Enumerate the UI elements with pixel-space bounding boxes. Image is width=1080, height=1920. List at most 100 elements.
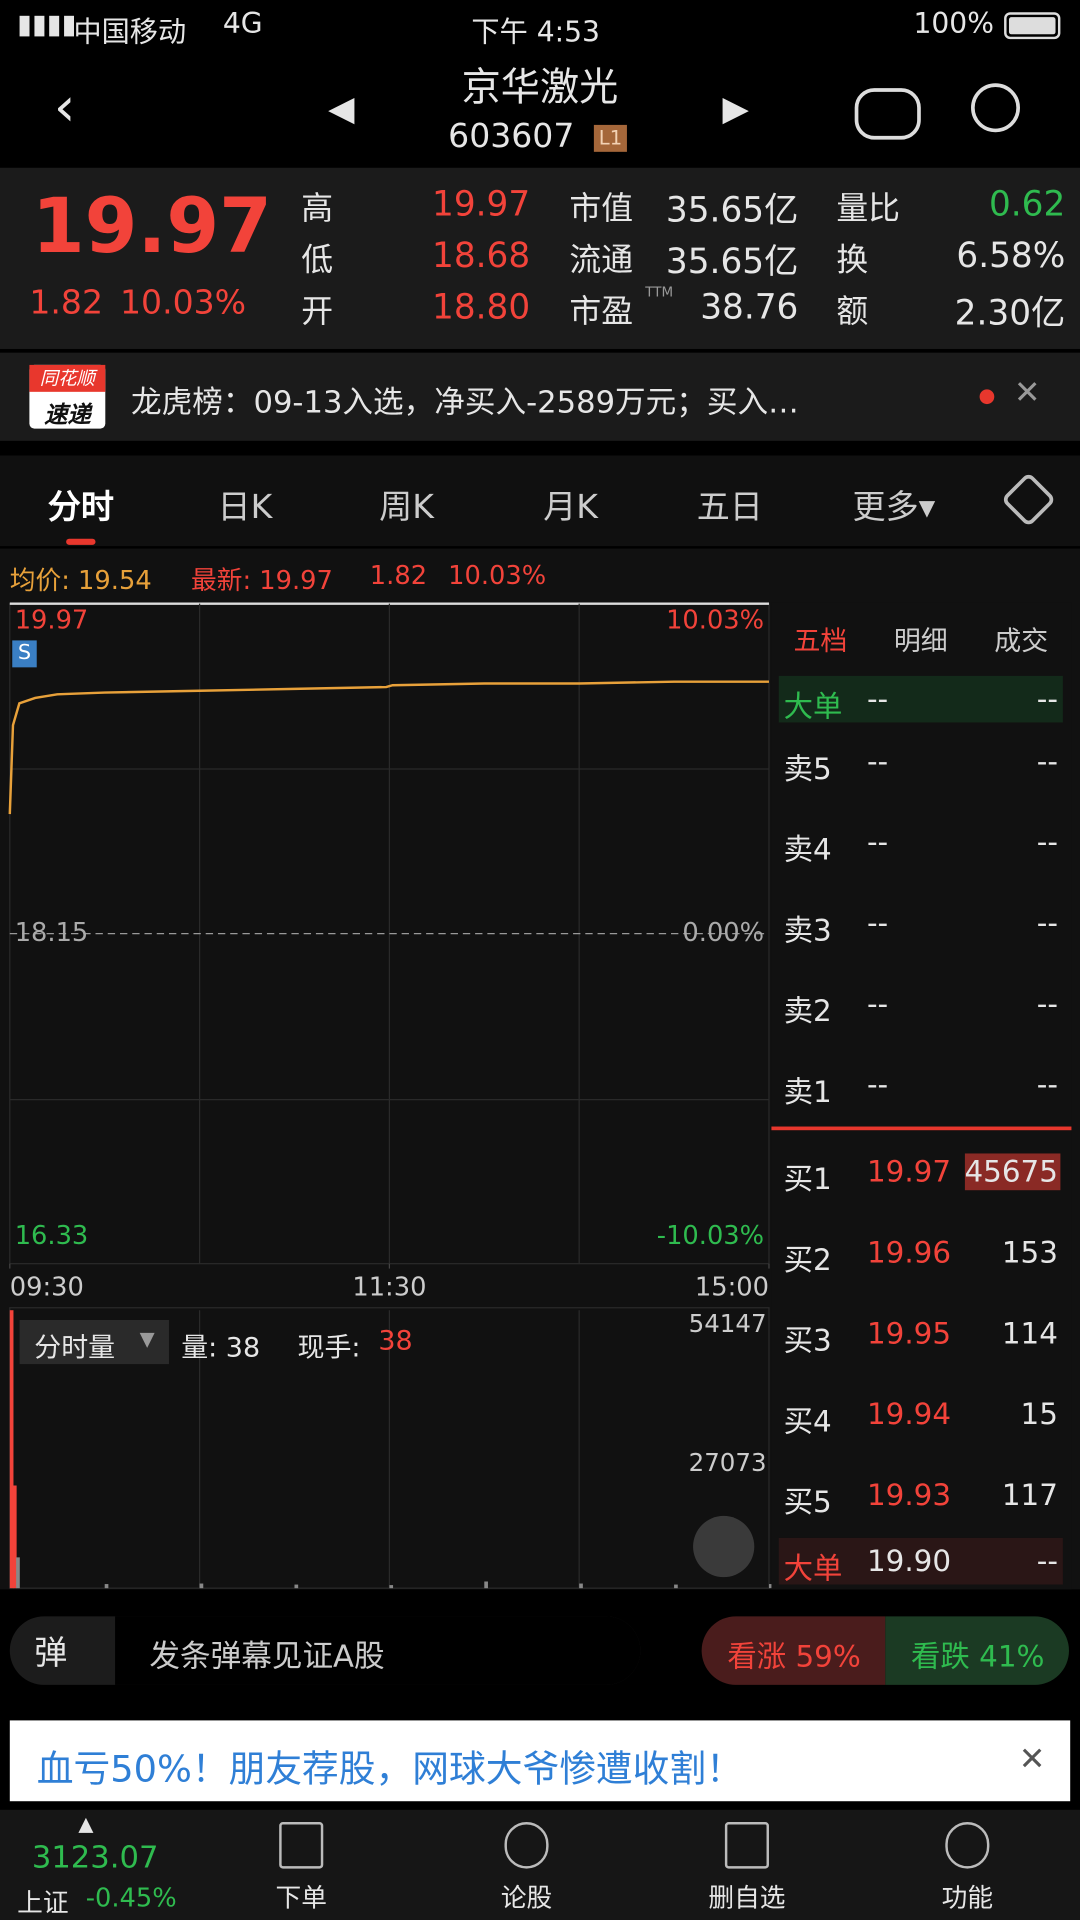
latest-price: 最新: 19.97 bbox=[191, 565, 333, 596]
volume-bar bbox=[389, 1585, 394, 1589]
book-volume: -- bbox=[1036, 906, 1058, 941]
book-price: -- bbox=[866, 744, 889, 779]
book-label: 卖5 bbox=[783, 751, 832, 787]
danmu-icon[interactable]: 弹 bbox=[34, 1634, 68, 1673]
tab[interactable]: 分时 bbox=[47, 488, 114, 527]
network: 4G bbox=[222, 8, 263, 41]
stat-label: 量比 bbox=[836, 191, 901, 228]
stat-value: 0.62 bbox=[988, 183, 1066, 225]
news-dot bbox=[979, 389, 995, 405]
stat-label: 换 bbox=[836, 242, 869, 280]
book-price: -- bbox=[866, 1067, 889, 1103]
nav-label[interactable]: 下单 bbox=[275, 1883, 327, 1913]
book-price: 19.90 bbox=[866, 1544, 952, 1579]
level-badge: L1 bbox=[593, 124, 628, 152]
last-price: 19.97 bbox=[31, 181, 272, 271]
book-volume: 153 bbox=[1001, 1235, 1058, 1270]
index-arrow: ▲ bbox=[78, 1812, 94, 1836]
nav-icon[interactable] bbox=[279, 1822, 324, 1869]
avg-price-line bbox=[8, 680, 769, 815]
news-bar[interactable] bbox=[0, 352, 1080, 441]
tab[interactable]: 五日 bbox=[696, 488, 763, 527]
book-panel bbox=[771, 602, 1072, 1590]
volume-bar bbox=[16, 1557, 20, 1589]
avg-price: 均价: 19.54 bbox=[9, 565, 152, 596]
bearish-button[interactable] bbox=[885, 1616, 1069, 1685]
book-tab[interactable]: 成交 bbox=[994, 626, 1049, 658]
bid-highlight bbox=[964, 1153, 1061, 1191]
next-stock[interactable]: ▶ bbox=[722, 88, 749, 129]
tab-bar bbox=[0, 455, 1080, 547]
bullish-vote: 看涨 59% bbox=[727, 1639, 861, 1674]
ad-banner[interactable] bbox=[9, 1720, 1071, 1802]
latest-change-pct: 10.03% bbox=[448, 560, 547, 591]
stat-value: 38.76 bbox=[700, 286, 799, 327]
ad-close[interactable]: ✕ bbox=[1018, 1741, 1046, 1778]
book-price: -- bbox=[866, 825, 889, 860]
nav-label[interactable]: 论股 bbox=[500, 1883, 553, 1913]
y-tick-pct: 0.00% bbox=[682, 918, 764, 948]
tab[interactable]: 日K bbox=[217, 488, 273, 527]
book-price: 19.97 bbox=[866, 1154, 952, 1189]
x-tick-label: 15:00 bbox=[695, 1273, 769, 1303]
book-volume: 15 bbox=[1020, 1397, 1058, 1432]
x-tick-label: 11:30 bbox=[352, 1273, 426, 1303]
price-change-pct: 10.03% bbox=[120, 284, 247, 323]
danmu-placeholder: 发条弹幕见证A股 bbox=[149, 1638, 385, 1674]
bullish-button[interactable] bbox=[701, 1616, 886, 1685]
book-label: 卖1 bbox=[783, 1075, 832, 1110]
signal-marker: S bbox=[12, 640, 37, 668]
price-change: 1.82 bbox=[29, 284, 104, 323]
book-price: -- bbox=[866, 986, 889, 1022]
book-volume: -- bbox=[1036, 1544, 1058, 1579]
robot-icon[interactable] bbox=[854, 88, 921, 140]
tab[interactable]: 更多▾ bbox=[852, 488, 936, 527]
latest-change: 1.82 bbox=[369, 560, 428, 591]
back-button[interactable]: ‹ bbox=[53, 75, 76, 139]
news-close[interactable]: ✕ bbox=[1013, 374, 1041, 412]
nav-icon[interactable] bbox=[724, 1822, 769, 1869]
nav-icon[interactable] bbox=[945, 1822, 990, 1869]
index-value[interactable]: 3123.07 bbox=[31, 1839, 159, 1875]
stat-label: 市盈 bbox=[569, 293, 634, 331]
search-icon[interactable] bbox=[971, 83, 1021, 133]
sep-line bbox=[771, 1126, 1072, 1131]
book-label: 买1 bbox=[783, 1162, 832, 1197]
book-tab[interactable]: 明细 bbox=[893, 626, 948, 658]
fullscreen-button[interactable] bbox=[693, 1515, 755, 1578]
y-tick-label: 16.33 bbox=[15, 1221, 89, 1251]
tab[interactable]: 周K bbox=[379, 488, 434, 527]
current-hand: 38 bbox=[378, 1326, 413, 1357]
danmu-field[interactable] bbox=[115, 1616, 641, 1685]
volume-bar bbox=[294, 1584, 299, 1589]
volume-amount: 量: 38 bbox=[181, 1333, 261, 1365]
volume-bar bbox=[484, 1581, 488, 1589]
volume-bar bbox=[199, 1583, 204, 1589]
volume-bar bbox=[9, 1310, 14, 1589]
book-price: 19.95 bbox=[866, 1316, 952, 1351]
prev-stock[interactable]: ◀ bbox=[328, 88, 355, 129]
book-label: 卖3 bbox=[783, 913, 832, 948]
nav-label[interactable]: 删自选 bbox=[708, 1883, 786, 1913]
book-volume: -- bbox=[1036, 825, 1058, 860]
clock: 下午 4:53 bbox=[471, 17, 600, 49]
book-tab[interactable]: 五档 bbox=[793, 626, 848, 658]
book-price: -- bbox=[866, 682, 889, 717]
volume-bar bbox=[104, 1584, 109, 1589]
nav-label[interactable]: 功能 bbox=[941, 1883, 994, 1913]
battery-icon bbox=[1004, 12, 1061, 40]
book-label: 卖2 bbox=[783, 994, 832, 1029]
volume-selector[interactable] bbox=[19, 1320, 169, 1365]
book-volume: -- bbox=[1036, 682, 1058, 717]
stat-value: 2.30亿 bbox=[954, 292, 1066, 334]
book-label: 卖4 bbox=[783, 832, 832, 867]
stat-value: 35.65亿 bbox=[665, 241, 799, 282]
stat-label: 流通 bbox=[569, 242, 634, 280]
nav-icon[interactable] bbox=[504, 1822, 549, 1869]
book-volume: -- bbox=[1036, 1067, 1058, 1103]
y-tick-label: 18.15 bbox=[15, 918, 89, 948]
tab[interactable]: 月K bbox=[543, 488, 598, 527]
dropdown-arrow: ▼ bbox=[139, 1327, 155, 1351]
